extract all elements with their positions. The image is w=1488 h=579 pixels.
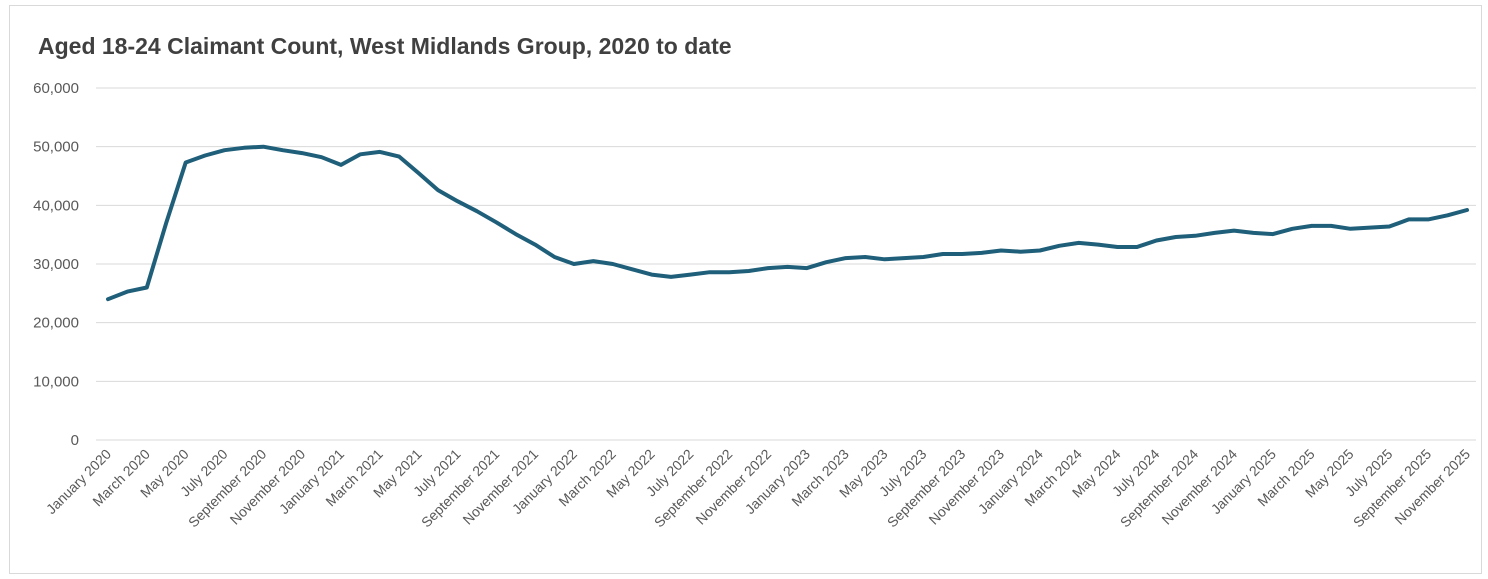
y-tick-label: 20,000 (33, 315, 79, 332)
y-tick-label: 30,000 (33, 256, 79, 273)
y-tick-label: 60,000 (33, 80, 79, 97)
series-line (106, 144, 1469, 302)
y-tick-label: 40,000 (33, 197, 79, 214)
y-axis-ticks: 0 10,000 20,000 30,000 40,000 50,000 60,000 (33, 80, 79, 449)
y-tick-label: 10,000 (33, 373, 79, 390)
gridlines (96, 87, 1476, 441)
chart-frame (9, 5, 1482, 574)
y-tick-label: 50,000 (33, 139, 79, 156)
chart-title: Aged 18-24 Claimant Count, West Midlands… (38, 33, 732, 59)
series-group (106, 144, 1469, 302)
y-tick-label: 0 (71, 432, 79, 449)
